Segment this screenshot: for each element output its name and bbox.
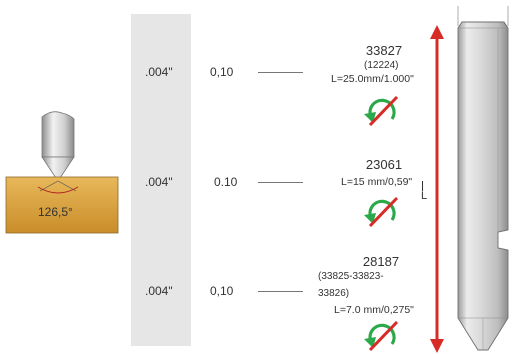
row3-leader-line — [258, 291, 303, 292]
length-symbol: L — [421, 190, 428, 202]
length-arrow — [430, 25, 444, 353]
row2-length: L=15 mm/0,59" — [341, 176, 413, 188]
row1-inch-value: .004" — [145, 65, 173, 79]
row2-leader-line — [258, 182, 303, 183]
row3-alt-part-line1: (33825-33823- — [318, 271, 384, 282]
row3-length: L=7.0 mm/0,275" — [334, 304, 414, 316]
no-rotation-icon — [364, 320, 399, 352]
angle-label: 126,5° — [38, 205, 73, 219]
row3-mm-value: 0,10 — [210, 284, 234, 298]
row1-leader-line — [258, 72, 303, 73]
engraving-tool-tip — [41, 156, 75, 182]
workpiece-block — [5, 176, 119, 234]
tool-profile — [457, 6, 509, 351]
row3-part-number: 28187 — [362, 254, 400, 269]
row3-inch-value: .004" — [145, 284, 173, 298]
no-rotation-icon — [364, 95, 399, 127]
row1-length: L=25.0mm/1.000" — [331, 73, 414, 85]
row1-alt-part: (12224) — [364, 60, 399, 71]
row2-inch-value: .004" — [145, 175, 173, 189]
engraving-tool-shank — [41, 111, 75, 158]
row1-part-number: 33827 — [365, 43, 403, 58]
angle-arc — [37, 186, 79, 194]
length-tick — [422, 181, 423, 191]
row2-part-number: 23061 — [365, 157, 403, 172]
depth-column-band — [131, 14, 191, 346]
engraving-illustration — [5, 111, 119, 234]
row3-alt-part-line2: 33826) — [318, 288, 350, 299]
row2-mm-value: 0.10 — [214, 175, 238, 189]
row1-mm-value: 0,10 — [210, 65, 234, 79]
no-rotation-icon — [364, 196, 399, 228]
